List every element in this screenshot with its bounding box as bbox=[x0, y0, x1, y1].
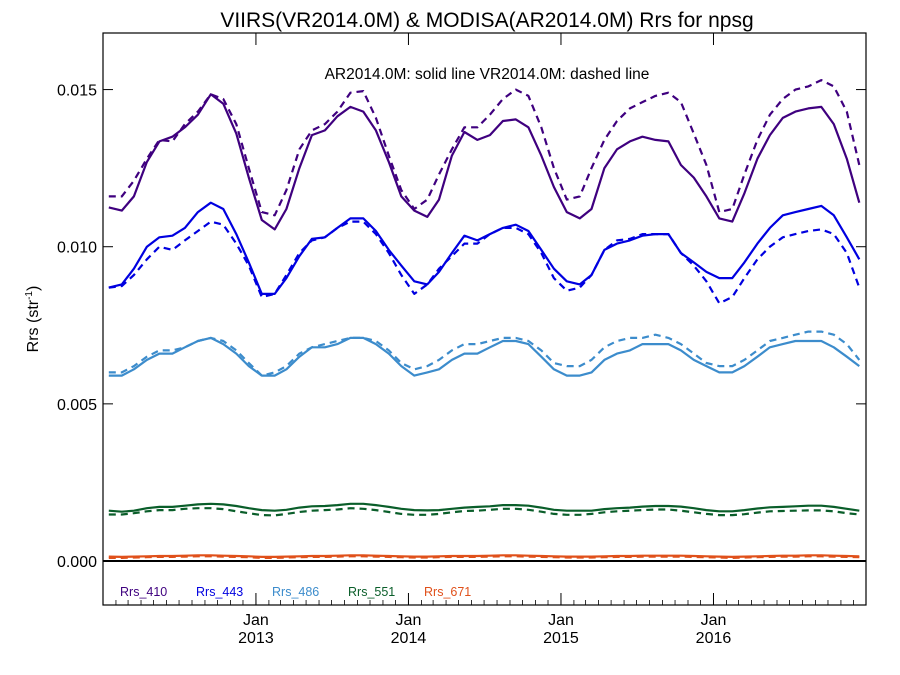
x-tick-label-month: Jan bbox=[396, 612, 422, 629]
legend-item-rrs_443: Rrs_443 bbox=[196, 585, 243, 599]
y-axis-ticks: 0.000 0.005 0.010 0.015 bbox=[57, 83, 866, 571]
x-tick-label-year: 2014 bbox=[391, 630, 427, 647]
x-tick-label-year: 2015 bbox=[543, 630, 579, 647]
y-tick-label: 0.010 bbox=[57, 240, 97, 257]
chart-title: VIIRS(VR2014.0M) & MODISA(AR2014.0M) Rrs… bbox=[220, 9, 753, 32]
y-tick-label: 0.005 bbox=[57, 397, 97, 414]
x-tick-label-month: Jan bbox=[243, 612, 269, 629]
legend: Rrs_410 Rrs_443 Rrs_486 Rrs_551 Rrs_671 bbox=[120, 585, 471, 599]
series-line-rrs_410-solid bbox=[108, 93, 861, 231]
series-line-rrs_551-dashed bbox=[108, 507, 860, 517]
y-axis-label-superscript: -1 bbox=[24, 291, 35, 300]
plot-frame bbox=[102, 32, 867, 606]
series-line-rrs_410-dashed bbox=[108, 78, 861, 217]
x-tick-label-year: 2016 bbox=[696, 630, 732, 647]
legend-item-rrs_486: Rrs_486 bbox=[272, 585, 319, 599]
series-layer bbox=[108, 78, 861, 560]
x-tick-label-month: Jan bbox=[701, 612, 727, 629]
series-line-rrs_443-solid bbox=[108, 201, 861, 295]
series-line-rrs_551-solid bbox=[108, 502, 860, 513]
legend-item-rrs_410: Rrs_410 bbox=[120, 585, 167, 599]
series-line-rrs_671-dashed bbox=[108, 555, 860, 560]
series-line-rrs_486-solid bbox=[108, 336, 860, 377]
x-tick-label-year: 2013 bbox=[238, 630, 274, 647]
series-line-rrs_443-dashed bbox=[108, 220, 861, 305]
y-axis-label-close: ) bbox=[25, 286, 42, 291]
x-tick-label-month: Jan bbox=[548, 612, 574, 629]
series-line-rrs_486-dashed bbox=[108, 330, 861, 377]
y-axis-label-main: Rrs (str bbox=[25, 299, 42, 352]
legend-item-rrs_671: Rrs_671 bbox=[424, 585, 471, 599]
legend-item-rrs_551: Rrs_551 bbox=[348, 585, 395, 599]
y-axis-label: Rrs (str-1) bbox=[24, 286, 42, 353]
y-tick-label: 0.000 bbox=[57, 554, 97, 571]
y-tick-label: 0.015 bbox=[57, 83, 97, 100]
line-style-annotation: AR2014.0M: solid line VR2014.0M: dashed … bbox=[325, 66, 650, 83]
